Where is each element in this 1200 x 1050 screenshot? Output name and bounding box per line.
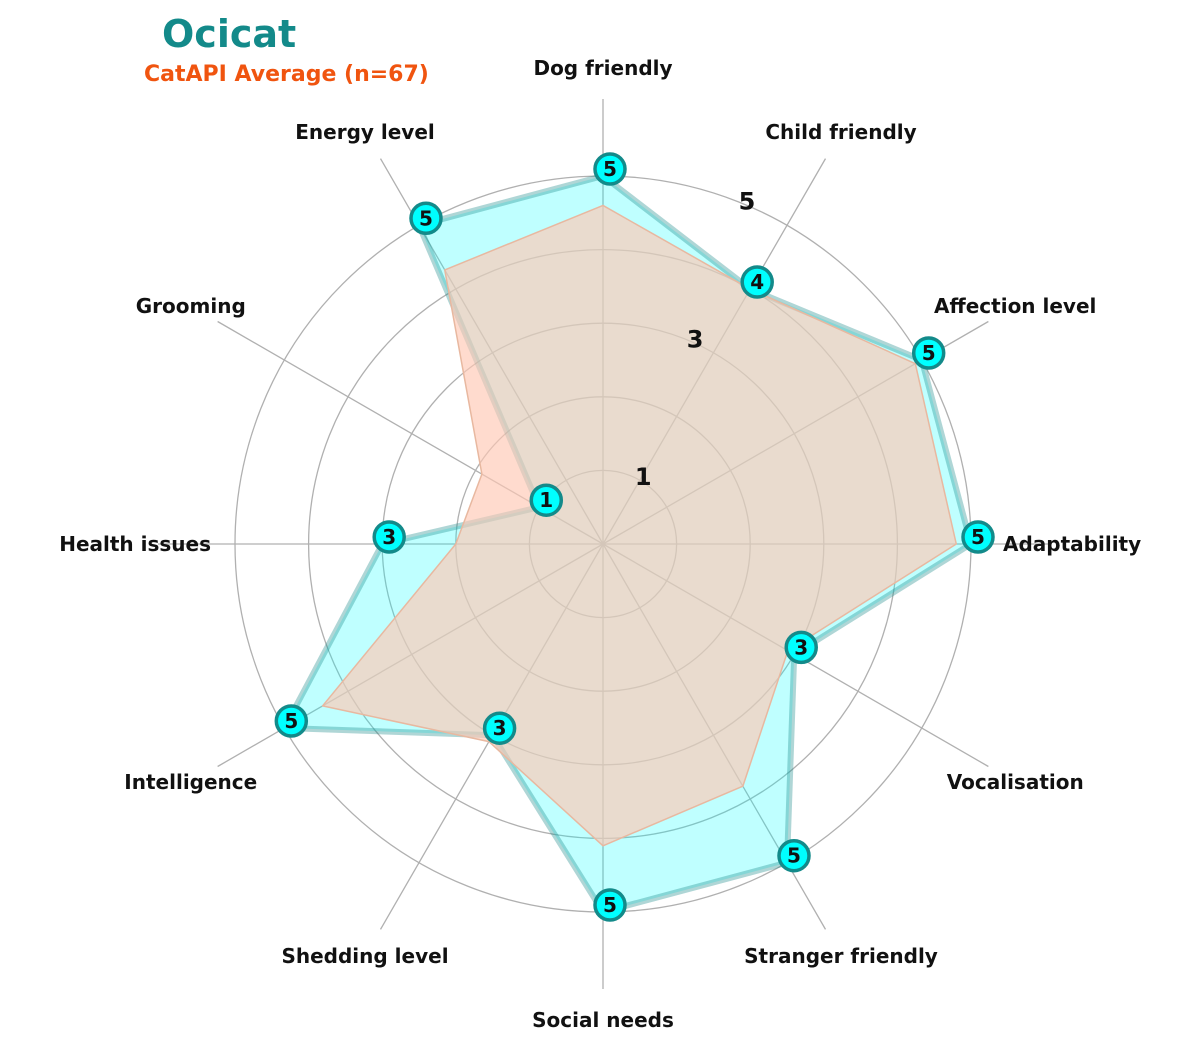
data-point-label: 5 bbox=[787, 844, 801, 868]
series-average-area bbox=[321, 204, 958, 847]
data-point-marker bbox=[372, 520, 406, 554]
axis-label: Social needs bbox=[532, 1008, 674, 1032]
axis-label: Affection level bbox=[934, 294, 1096, 318]
data-point-label: 3 bbox=[382, 525, 396, 549]
axis-label: Grooming bbox=[136, 294, 246, 318]
radial-tick-label: 1 bbox=[635, 463, 652, 491]
data-point-marker bbox=[274, 704, 309, 738]
axis-label: Vocalisation bbox=[947, 770, 1084, 794]
data-point-label: 5 bbox=[419, 206, 433, 230]
data-point-label: 3 bbox=[493, 716, 507, 740]
axis-label: Stranger friendly bbox=[744, 944, 938, 968]
data-point-marker bbox=[593, 888, 627, 922]
data-point-label: 3 bbox=[794, 635, 808, 659]
axis-label: Intelligence bbox=[124, 770, 257, 794]
radial-tick-label: 3 bbox=[687, 325, 704, 353]
axis-label: Health issues bbox=[59, 532, 211, 556]
data-point-marker bbox=[529, 483, 564, 517]
axis-label: Child friendly bbox=[765, 120, 916, 144]
axis-label: Adaptability bbox=[1003, 532, 1141, 556]
chart-title: Ocicat bbox=[162, 12, 297, 56]
data-point-label: 5 bbox=[603, 893, 617, 917]
data-point-marker bbox=[961, 520, 995, 554]
data-point-marker bbox=[784, 630, 818, 665]
data-point-label: 1 bbox=[539, 488, 553, 512]
data-point-marker bbox=[593, 152, 627, 186]
chart-subtitle: CatAPI Average (n=67) bbox=[144, 62, 429, 87]
axis-label: Energy level bbox=[295, 120, 435, 144]
axis-label: Dog friendly bbox=[533, 56, 672, 80]
data-point-label: 5 bbox=[603, 157, 617, 181]
axis-label: Shedding level bbox=[281, 944, 448, 968]
data-point-label: 4 bbox=[750, 270, 764, 294]
data-point-label: 5 bbox=[284, 709, 298, 733]
data-point-label: 5 bbox=[922, 341, 936, 365]
data-point-marker bbox=[777, 838, 811, 873]
data-point-marker bbox=[911, 336, 946, 370]
data-point-marker bbox=[409, 201, 443, 236]
data-point-label: 5 bbox=[971, 525, 985, 549]
data-point-marker bbox=[740, 265, 774, 299]
data-point-marker bbox=[482, 711, 517, 745]
radial-tick-label: 5 bbox=[739, 188, 756, 216]
